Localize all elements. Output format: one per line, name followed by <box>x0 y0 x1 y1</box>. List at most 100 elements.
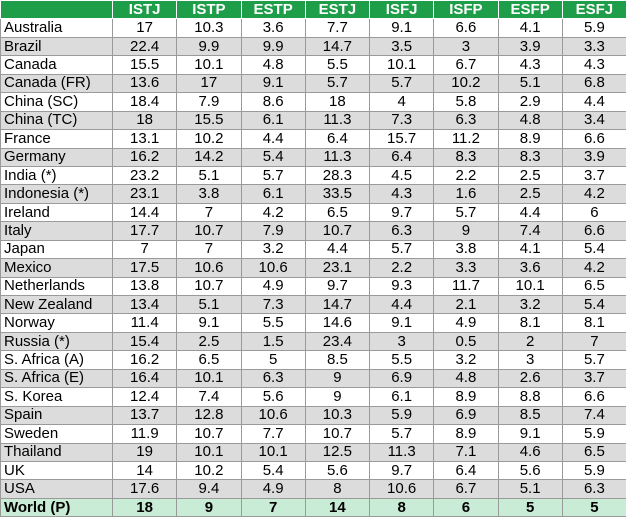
value-cell: 6 <box>561 202 626 223</box>
value-cell: 2.1 <box>433 294 499 315</box>
value-cell: 15.4 <box>111 331 178 352</box>
table-row: Ireland 14.4 7 4.2 6.5 9.7 5.7 4.4 6 <box>0 202 626 223</box>
value-cell: 9.1 <box>497 424 563 444</box>
world-total-cell: 5 <box>561 497 626 517</box>
value-cell: 8.8 <box>497 387 563 407</box>
value-cell: 10.6 <box>368 479 435 499</box>
value-cell: 11.3 <box>368 442 435 462</box>
country-cell: Indonesia (*) <box>0 184 113 204</box>
value-cell: 5.5 <box>240 313 306 333</box>
value-cell: 2.2 <box>368 258 435 278</box>
value-cell: 9.1 <box>240 73 306 94</box>
value-cell: 23.1 <box>304 258 371 278</box>
value-cell: 5.9 <box>561 18 626 38</box>
value-cell: 10.1 <box>176 55 242 75</box>
value-cell: 5.7 <box>240 165 306 186</box>
value-cell: 14 <box>111 460 178 481</box>
table-row: Indonesia (*) 23.1 3.8 6.1 33.5 4.3 1.6 2.5 4.2 <box>0 184 626 204</box>
value-cell: 14.7 <box>304 36 371 57</box>
country-cell: Canada (FR) <box>0 73 113 94</box>
country-cell: Mexico <box>0 258 113 278</box>
world-total-cell: 6 <box>433 497 499 517</box>
value-cell: 2.5 <box>176 331 242 352</box>
value-cell: 7 <box>176 202 242 223</box>
country-cell: Thailand <box>0 442 113 462</box>
value-cell: 16.4 <box>111 368 178 389</box>
value-cell: 5.7 <box>561 350 626 370</box>
value-cell: 6.5 <box>304 202 371 223</box>
value-cell: 9.1 <box>176 313 242 333</box>
value-cell: 6.9 <box>368 368 435 389</box>
value-cell: 10.6 <box>240 405 306 426</box>
value-cell: 4.9 <box>240 276 306 297</box>
value-cell: 14.6 <box>304 313 371 333</box>
value-cell: 5.7 <box>368 424 435 444</box>
value-cell: 14.7 <box>304 294 371 315</box>
value-cell: 7.1 <box>433 442 499 462</box>
value-cell: 4.6 <box>497 442 563 462</box>
value-cell: 10.6 <box>240 258 306 278</box>
world-total-cell: 5 <box>497 497 563 517</box>
value-cell: 10.2 <box>176 460 242 481</box>
value-cell: 10.7 <box>176 424 242 444</box>
country-cell: China (TC) <box>0 110 113 131</box>
value-cell: 5.6 <box>304 460 371 481</box>
country-cell: France <box>0 129 113 149</box>
value-cell: 6.7 <box>433 479 499 499</box>
value-cell: 4.4 <box>561 92 626 112</box>
value-cell: 17 <box>111 18 178 38</box>
value-cell: 3.4 <box>561 110 626 131</box>
column-header-istj: ISTJ <box>111 0 178 20</box>
value-cell: 17.6 <box>111 479 178 499</box>
value-cell: 7.4 <box>561 405 626 426</box>
country-cell: S. Africa (E) <box>0 368 113 389</box>
value-cell: 22.4 <box>111 36 178 57</box>
value-cell: 3.7 <box>561 165 626 186</box>
value-cell: 11.4 <box>111 313 178 333</box>
world-total-cell: 7 <box>240 497 306 517</box>
country-cell: Canada <box>0 55 113 75</box>
country-cell: USA <box>0 479 113 499</box>
country-cell: Brazil <box>0 36 113 57</box>
table-row: Japan 7 7 3.2 4.4 5.7 3.8 4.1 5.4 <box>0 239 626 260</box>
value-cell: 5.6 <box>497 460 563 481</box>
value-cell: 6.4 <box>368 147 435 167</box>
value-cell: 17 <box>176 73 242 94</box>
value-cell: 5.4 <box>240 460 306 481</box>
value-cell: 10.7 <box>304 221 371 241</box>
table-row: USA 17.6 9.4 4.9 8 10.6 6.7 5.1 6.3 <box>0 479 626 499</box>
value-cell: 9 <box>304 387 371 407</box>
value-cell: 5.9 <box>561 424 626 444</box>
value-cell: 12.8 <box>176 405 242 426</box>
value-cell: 3.6 <box>240 18 306 38</box>
value-cell: 1.5 <box>240 331 306 352</box>
value-cell: 7 <box>561 331 626 352</box>
table-row: Norway 11.4 9.1 5.5 14.6 9.1 4.9 8.1 8.1 <box>0 313 626 333</box>
value-cell: 8.3 <box>433 147 499 167</box>
value-cell: 6.1 <box>240 184 306 204</box>
value-cell: 3.2 <box>433 350 499 370</box>
value-cell: 6.6 <box>561 129 626 149</box>
value-cell: 23.1 <box>111 184 178 204</box>
value-cell: 6.3 <box>368 221 435 241</box>
value-cell: 6.5 <box>561 442 626 462</box>
value-cell: 5.5 <box>304 55 371 75</box>
country-cell: China (SC) <box>0 92 113 112</box>
value-cell: 2.5 <box>497 184 563 204</box>
value-cell: 11.7 <box>433 276 499 297</box>
country-cell: Australia <box>0 18 113 38</box>
value-cell: 9.9 <box>240 36 306 57</box>
value-cell: 3.3 <box>433 258 499 278</box>
value-cell: 9.3 <box>368 276 435 297</box>
value-cell: 5.4 <box>561 294 626 315</box>
value-cell: 7.9 <box>176 92 242 112</box>
table-row: Brazil 22.4 9.9 9.9 14.7 3.5 3 3.9 3.3 <box>0 36 626 57</box>
table-row: S. Africa (A) 16.2 6.5 5 8.5 5.5 3.2 3 5.7 <box>0 350 626 370</box>
value-cell: 6.3 <box>240 368 306 389</box>
value-cell: 3.3 <box>561 36 626 57</box>
value-cell: 9.7 <box>304 276 371 297</box>
value-cell: 4.1 <box>497 239 563 260</box>
value-cell: 5.8 <box>433 92 499 112</box>
country-cell: UK <box>0 460 113 481</box>
table-row: Canada (FR) 13.6 17 9.1 5.7 5.7 10.2 5.1 6.8 <box>0 73 626 94</box>
